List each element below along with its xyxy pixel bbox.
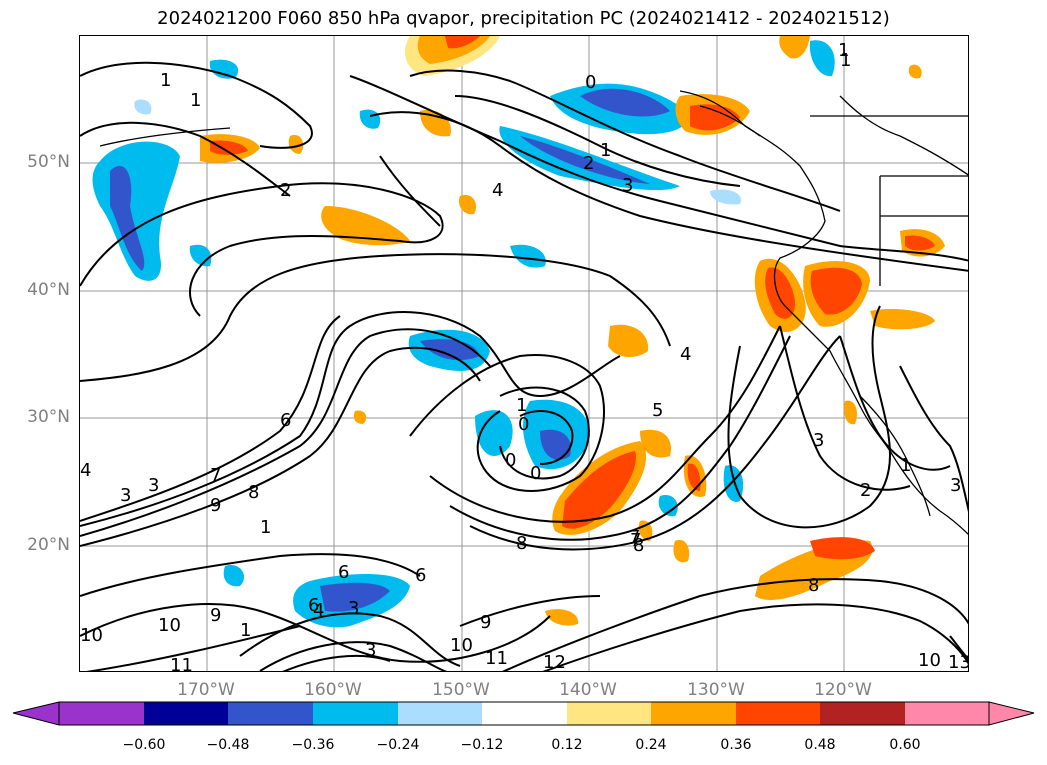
colorbar-tick: −0.24 bbox=[376, 737, 420, 753]
svg-text:10: 10 bbox=[450, 635, 473, 656]
lon-label-140w: 140°W bbox=[559, 680, 617, 700]
svg-text:1: 1 bbox=[900, 455, 911, 476]
svg-text:4: 4 bbox=[492, 180, 503, 201]
svg-text:9: 9 bbox=[210, 495, 221, 516]
svg-text:8: 8 bbox=[808, 575, 819, 596]
svg-text:1: 1 bbox=[260, 517, 271, 538]
svg-text:3: 3 bbox=[148, 475, 159, 496]
svg-text:11: 11 bbox=[170, 655, 193, 672]
svg-text:1: 1 bbox=[240, 620, 251, 641]
colorbar-tick: −0.48 bbox=[206, 737, 250, 753]
colorbar-extend-high bbox=[988, 701, 1035, 726]
lat-label-20n: 20°N bbox=[27, 535, 70, 555]
svg-text:2: 2 bbox=[860, 480, 871, 501]
colorbar-tick: 0.60 bbox=[889, 737, 921, 753]
svg-text:9: 9 bbox=[480, 612, 491, 633]
qvapor-contours bbox=[80, 61, 968, 671]
colorbar-tick: −0.60 bbox=[122, 737, 166, 753]
svg-text:8: 8 bbox=[516, 533, 527, 554]
colorbar-tick: −0.36 bbox=[291, 737, 335, 753]
lon-label-160w: 160°W bbox=[304, 680, 362, 700]
svg-text:6: 6 bbox=[280, 410, 291, 431]
colorbar-tick: 0.24 bbox=[635, 737, 667, 753]
negative-shading bbox=[92, 40, 835, 628]
svg-text:7: 7 bbox=[210, 465, 221, 486]
svg-text:7: 7 bbox=[630, 530, 641, 551]
lon-label-150w: 150°W bbox=[432, 680, 490, 700]
svg-text:12: 12 bbox=[543, 652, 566, 672]
svg-text:10: 10 bbox=[158, 615, 181, 636]
svg-text:3: 3 bbox=[120, 485, 131, 506]
svg-text:5: 5 bbox=[652, 400, 663, 421]
svg-text:0: 0 bbox=[505, 450, 516, 471]
svg-text:6: 6 bbox=[415, 565, 426, 586]
svg-text:13: 13 bbox=[948, 652, 969, 672]
svg-text:1: 1 bbox=[190, 90, 201, 111]
svg-text:4: 4 bbox=[680, 344, 691, 365]
svg-text:1: 1 bbox=[160, 70, 171, 91]
svg-text:2: 2 bbox=[583, 153, 594, 174]
lon-label-170w: 170°W bbox=[177, 680, 235, 700]
svg-text:10: 10 bbox=[80, 625, 103, 646]
svg-text:3: 3 bbox=[950, 475, 961, 496]
colorbar-extend-low bbox=[12, 701, 60, 726]
positive-shading bbox=[200, 36, 945, 626]
lat-label-30n: 30°N bbox=[27, 407, 70, 427]
svg-text:3: 3 bbox=[365, 640, 376, 661]
svg-text:4: 4 bbox=[313, 600, 324, 621]
svg-text:9: 9 bbox=[210, 605, 221, 626]
svg-text:1: 1 bbox=[840, 50, 851, 71]
svg-text:7: 7 bbox=[629, 527, 640, 548]
svg-text:8: 8 bbox=[248, 482, 259, 503]
svg-text:3: 3 bbox=[813, 430, 824, 451]
svg-text:1: 1 bbox=[600, 140, 611, 161]
colorbar-tick: −0.12 bbox=[460, 737, 504, 753]
svg-text:2: 2 bbox=[280, 180, 291, 201]
map-canvas: 1 1 2 1 2 3 4 0 1 1 4 5 1 0 0 0 6 7 8 9 … bbox=[80, 36, 969, 672]
svg-text:3: 3 bbox=[622, 175, 633, 196]
svg-text:11: 11 bbox=[485, 648, 508, 669]
svg-text:4: 4 bbox=[80, 460, 91, 481]
colorbar bbox=[12, 701, 1035, 726]
lon-label-130w: 130°W bbox=[687, 680, 745, 700]
svg-text:8: 8 bbox=[633, 535, 644, 556]
svg-text:10: 10 bbox=[918, 650, 941, 671]
colorbar-tick: 0.12 bbox=[551, 737, 583, 753]
lat-label-50n: 50°N bbox=[27, 152, 70, 172]
colorbar-tick: 0.36 bbox=[720, 737, 752, 753]
contour-labels: 1 1 2 1 2 3 4 0 1 1 4 5 1 0 0 0 6 7 8 9 … bbox=[80, 40, 969, 672]
svg-text:6: 6 bbox=[338, 562, 349, 583]
coastlines bbox=[99, 90, 968, 535]
svg-text:0: 0 bbox=[530, 463, 541, 484]
svg-text:0: 0 bbox=[585, 72, 596, 93]
svg-text:1: 1 bbox=[838, 40, 849, 61]
lat-label-40n: 40°N bbox=[27, 280, 70, 300]
lon-label-120w: 120°W bbox=[814, 680, 872, 700]
colorbar-tick: 0.48 bbox=[804, 737, 836, 753]
svg-text:6: 6 bbox=[308, 595, 319, 616]
svg-text:1: 1 bbox=[516, 395, 527, 416]
map-panel[interactable]: 1 1 2 1 2 3 4 0 1 1 4 5 1 0 0 0 6 7 8 9 … bbox=[79, 35, 969, 672]
map-title: 2024021200 F060 850 hPa qvapor, precipit… bbox=[157, 8, 890, 29]
svg-text:0: 0 bbox=[518, 414, 529, 435]
svg-text:3: 3 bbox=[348, 598, 359, 619]
